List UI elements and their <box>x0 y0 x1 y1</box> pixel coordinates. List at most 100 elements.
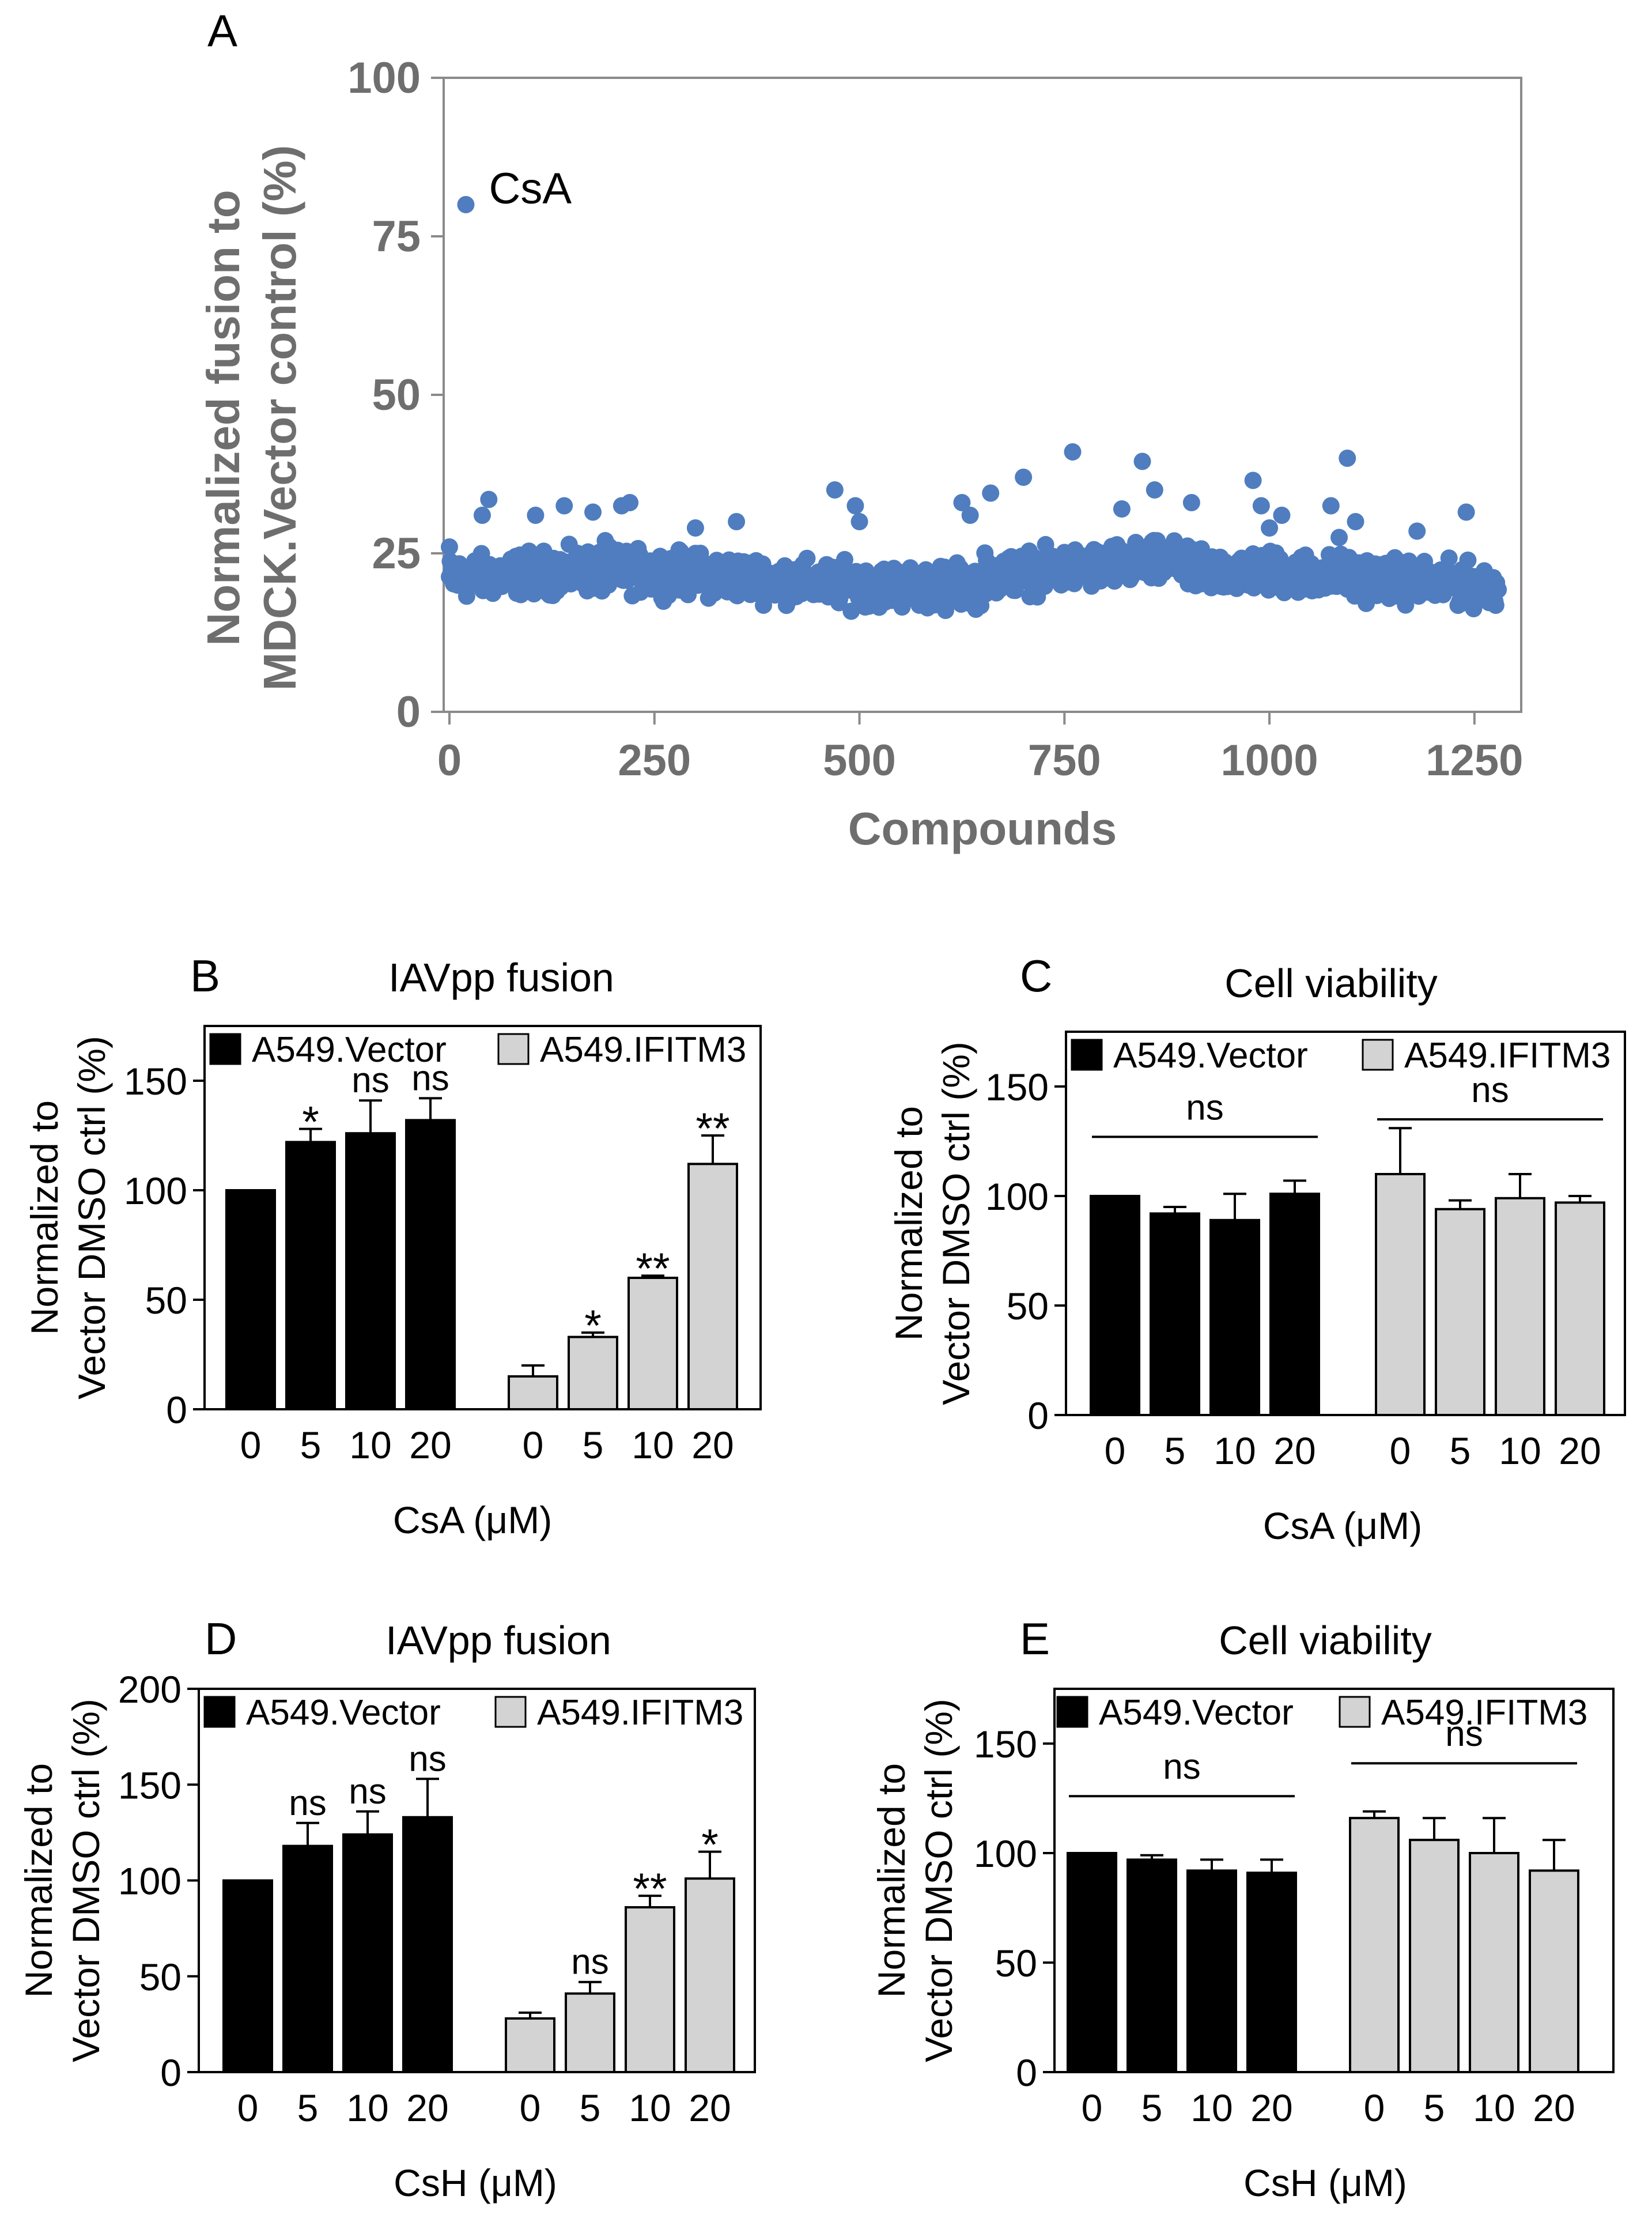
annotation-label: CsA <box>489 164 572 213</box>
chart-title: IAVpp fusion <box>385 1618 611 1663</box>
x-tick-label: 10 <box>632 1424 674 1466</box>
plot-frame <box>443 77 1522 713</box>
x-tick-label: 20 <box>1250 2087 1292 2129</box>
bar <box>405 1119 456 1411</box>
legend: A549.Vector A549.IFITM3 <box>1056 1693 1587 1733</box>
data-point-outlier <box>1330 529 1348 546</box>
bar <box>1090 1195 1140 1416</box>
y-tick-label: 75 <box>372 212 421 261</box>
data-point-outlier <box>555 497 573 515</box>
legend-label: A549.Vector <box>246 1693 441 1733</box>
x-axis-label: CsA (μM) <box>1263 1504 1422 1547</box>
bar <box>568 1335 618 1411</box>
y-tick-label: 50 <box>372 371 421 420</box>
scatter-points <box>441 196 1507 620</box>
bar <box>1435 1208 1485 1417</box>
significance-mark: ns <box>351 1061 389 1100</box>
bar <box>685 1877 735 2074</box>
bar <box>222 1879 273 2073</box>
legend-label: A549.IFITM3 <box>1381 1693 1587 1733</box>
bar <box>565 1992 615 2074</box>
data-point-outlier <box>1133 452 1151 470</box>
x-tick-label: 0 <box>437 736 462 785</box>
bar <box>1495 1197 1545 1417</box>
bar <box>1375 1173 1426 1416</box>
panel-letter-b: B <box>190 950 220 1001</box>
legend-label: A549.Vector <box>1099 1693 1294 1733</box>
bar <box>402 1816 453 2073</box>
x-tick-label: 5 <box>300 1424 322 1466</box>
data-point <box>1490 581 1507 599</box>
y-axis-label-line: MDCK.Vector control (%) <box>254 145 305 691</box>
data-point-outlier <box>846 497 864 515</box>
y-axis-label-line: Normalized to <box>887 1106 930 1341</box>
legend-swatch <box>1056 1696 1088 1728</box>
series-ifitm3: 0 5 * 10 ** 20 ** <box>508 1104 738 1466</box>
y-tick-label: 100 <box>118 1860 182 1903</box>
x-tick-label: 0 <box>237 2087 259 2129</box>
bar <box>1209 1218 1260 1417</box>
y-axis-label: Normalized to Vector DMSO ctrl (%) <box>17 1699 107 2062</box>
x-tick-label: 750 <box>1028 736 1101 785</box>
y-axis-label: Normalized fusion to MDCK.Vector control … <box>198 145 305 691</box>
panel-letter-c: C <box>1020 950 1052 1001</box>
plot-frame <box>203 1025 762 1410</box>
bar <box>687 1163 738 1411</box>
y-tick-label: 0 <box>1016 2051 1037 2094</box>
data-point-outlier <box>1273 507 1291 524</box>
legend-swatch <box>1071 1039 1103 1071</box>
data-point <box>798 549 816 567</box>
y-tick-label: 150 <box>985 1066 1049 1108</box>
data-point-outlier <box>1339 450 1356 467</box>
significance-mark: ns <box>409 1739 446 1779</box>
x-tick-label: 0 <box>240 1424 262 1466</box>
bar <box>505 2017 555 2073</box>
x-tick-label: 20 <box>1273 1429 1315 1472</box>
x-tick-label: 0 <box>1364 2087 1385 2129</box>
x-tick-label: 5 <box>1165 1429 1186 1472</box>
x-tick-label: 500 <box>823 736 896 785</box>
data-point-outlier <box>584 503 602 521</box>
legend-swatch <box>203 1696 236 1728</box>
y-axis-label-line: Vector DMSO ctrl (%) <box>65 1699 107 2062</box>
data-point <box>1459 551 1477 569</box>
data-point-outlier <box>596 532 614 549</box>
data-point <box>1166 532 1183 550</box>
legend-swatch <box>494 1696 527 1728</box>
y-axis-label-line: Normalized to <box>17 1763 60 1998</box>
data-point-outlier <box>1347 513 1364 530</box>
data-point-csa <box>457 196 475 213</box>
significance-mark: ** <box>633 1865 667 1914</box>
data-point-outlier <box>982 484 1000 502</box>
x-tick-label: 20 <box>1533 2087 1575 2129</box>
bar <box>1150 1212 1200 1416</box>
y-tick-label: 0 <box>396 688 421 737</box>
legend-swatch <box>497 1033 530 1065</box>
x-tick-label: 5 <box>583 1424 604 1466</box>
y-axis-label: Normalized to Vector DMSO ctrl (%) <box>23 1036 113 1399</box>
series-vector: 0 5 * 10 ns 20 ns <box>225 1058 456 1466</box>
legend-label: A549.Vector <box>252 1030 447 1070</box>
significance-mark: ns <box>571 1942 608 1982</box>
significance-mark: ** <box>636 1244 670 1293</box>
x-tick-label: 0 <box>1105 1429 1126 1472</box>
x-tick-label: 0 <box>1390 1429 1411 1472</box>
bar <box>1269 1193 1320 1416</box>
data-point-outlier <box>480 491 498 508</box>
x-tick-label: 5 <box>580 2087 601 2129</box>
data-point-outlier <box>826 481 844 499</box>
y-tick-label: 150 <box>974 1723 1037 1765</box>
significance-mark: ns <box>349 1772 386 1812</box>
series-vector: 0 5 10 20 ns <box>1090 1088 1320 1472</box>
panel-letter-a: A <box>207 5 237 56</box>
x-axis-label: CsA (μM) <box>393 1499 552 1541</box>
data-point-outlier <box>1322 497 1340 515</box>
y-axis-label-line: Vector DMSO ctrl (%) <box>935 1042 977 1405</box>
y-axis-label: Normalized to Vector DMSO ctrl (%) <box>887 1042 977 1405</box>
y-tick-label: 50 <box>139 1956 182 1998</box>
y-tick-label: 50 <box>995 1942 1037 1984</box>
